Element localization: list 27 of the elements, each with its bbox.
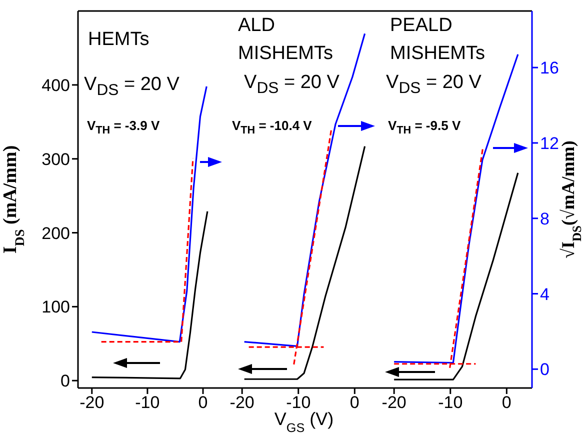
x-tick-label: 0 bbox=[198, 393, 208, 412]
text: HEMTs bbox=[88, 28, 150, 52]
x-tick-label: 0 bbox=[502, 393, 512, 412]
text: PEALD MISHEMTs bbox=[390, 14, 486, 66]
y-tick-label: 300 bbox=[42, 150, 70, 169]
y2-tick-label: 12 bbox=[540, 134, 559, 153]
y-tick-label: 0 bbox=[60, 372, 70, 391]
y-tick-label: 400 bbox=[42, 76, 70, 95]
annotation: V$_{TH}$ = -9.5 V bbox=[388, 118, 461, 137]
y-tick-label: 100 bbox=[42, 298, 70, 317]
y-tick-label: 200 bbox=[42, 224, 70, 243]
x-tick-label: -20 bbox=[80, 393, 104, 412]
text: ALD MISHEMTs bbox=[238, 14, 334, 66]
annotation: V$_{DS}$ = 20 V bbox=[386, 72, 482, 98]
annotation: V$_{TH}$ = -3.9 V bbox=[87, 118, 160, 137]
y2-tick-label: 16 bbox=[540, 58, 559, 78]
y2-tick-label: 0 bbox=[540, 360, 550, 380]
y2-tick-label: 4 bbox=[540, 284, 550, 304]
x-tick-label: 0 bbox=[350, 393, 360, 412]
x-tick-label: -20 bbox=[382, 393, 406, 412]
x-tick-label: -10 bbox=[135, 393, 160, 412]
annotation: V$_{TH}$ = -10.4 V bbox=[232, 118, 312, 137]
x-tick-label: -20 bbox=[230, 393, 254, 412]
annotation: V$_{DS}$ = 20 V bbox=[84, 74, 180, 100]
x-tick-label: -10 bbox=[438, 393, 463, 412]
annotation: V$_{DS}$ = 20 V bbox=[244, 72, 340, 98]
y2-tick-label: 8 bbox=[540, 209, 550, 228]
